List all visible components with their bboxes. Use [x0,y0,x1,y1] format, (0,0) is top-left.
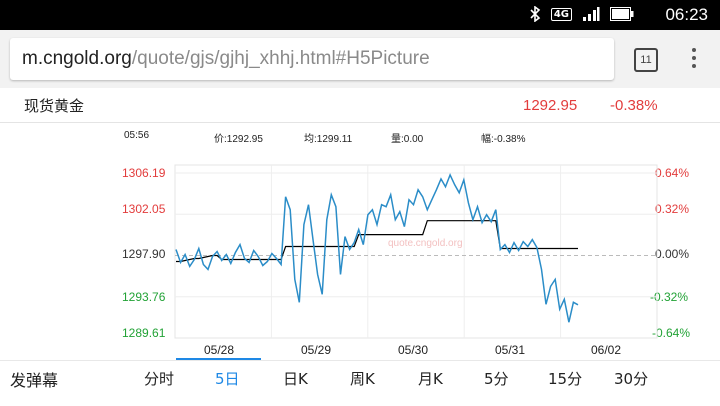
tab-weekly-k[interactable]: 周K [350,370,375,388]
status-icons: 4G [529,6,634,22]
x-tick-label: 05/30 [398,343,429,357]
tab-5day[interactable]: 5日 [215,370,240,388]
watermark-logo: quote.cngold.org [388,238,463,249]
x-tick-label: 05/29 [301,343,332,357]
url-text[interactable]: m.cngold.org/quote/gjs/gjhj_xhhj.html#H5… [22,48,430,70]
tab-30min[interactable]: 30分 [614,370,649,388]
battery-icon [610,7,634,21]
url-path: /quote/gjs/gjhj_xhhj.html#H5Picture [131,48,430,69]
x-tick-label: 05/31 [495,343,526,357]
url-host: m.cngold.org [22,48,132,69]
status-bar: 4G 06:23 [0,0,720,30]
pct-tick-label: -0.32% [650,290,689,304]
tab-daily-k[interactable]: 日K [283,370,308,388]
selected-day-underline [176,358,261,360]
url-bar[interactable]: m.cngold.org/quote/gjs/gjhj_xhhj.html#H5… [10,38,614,80]
browser-toolbar: m.cngold.org/quote/gjs/gjhj_xhhj.html#H5… [0,30,720,88]
y-tick-label: 1297.90 [122,247,166,261]
average-price-line [176,220,578,263]
send-danmu-button[interactable]: 发弹幕 [10,371,59,390]
plot-frame [174,164,658,339]
info-time: 05:56 [124,130,150,141]
instrument-name: 现货黄金 [24,97,85,115]
current-price: 1292.95 [523,97,578,114]
y-tick-label: 1306.19 [122,166,166,180]
pct-tick-label: 0.32% [655,202,690,216]
tab-minute[interactable]: 分时 [144,370,175,388]
y-tick-label: 1293.76 [122,290,166,304]
pct-tick-label: -0.64% [652,326,691,340]
pct-tick-label: 0.00% [655,247,690,261]
quote-header: 现货黄金 1292.95 -0.38% [0,88,720,123]
tab-5min[interactable]: 5分 [484,370,509,388]
signal-icon [583,7,600,21]
tab-15min[interactable]: 15分 [548,370,583,388]
info-range: 幅:-0.38% [481,134,526,145]
y-tick-label: 1289.61 [122,326,166,340]
price-line [175,172,579,323]
x-tick-label: 05/28 [204,343,235,357]
network-type-badge: 4G [550,7,572,21]
info-average: 均:1299.11 [304,134,353,145]
overflow-menu-icon[interactable] [688,46,700,72]
x-tick-label: 06/02 [591,343,622,357]
y-tick-label: 1302.05 [122,202,166,216]
clock: 06:23 [665,5,708,24]
pct-tick-label: 0.64% [655,166,690,180]
period-tab-bar: 发弹幕 分时 5日 日K 周K 月K 5分 15分 30分 [0,360,720,406]
tab-switcher-button[interactable]: 11 [634,48,658,72]
tab-monthly-k[interactable]: 月K [418,370,443,388]
info-price: 价:1292.95 [214,134,263,145]
info-volume: 量:0.00 [391,134,424,145]
change-percent: -0.38% [610,97,658,114]
bluetooth-icon [530,6,541,22]
